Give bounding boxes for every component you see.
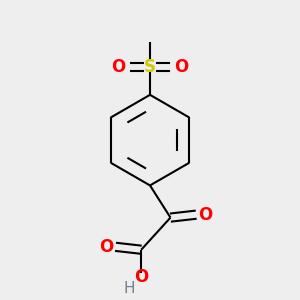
Text: O: O: [111, 58, 126, 76]
Text: H: H: [124, 281, 135, 296]
Text: O: O: [100, 238, 114, 256]
Text: S: S: [144, 58, 156, 76]
Text: O: O: [174, 58, 189, 76]
Text: O: O: [198, 206, 212, 224]
Text: O: O: [134, 268, 148, 286]
